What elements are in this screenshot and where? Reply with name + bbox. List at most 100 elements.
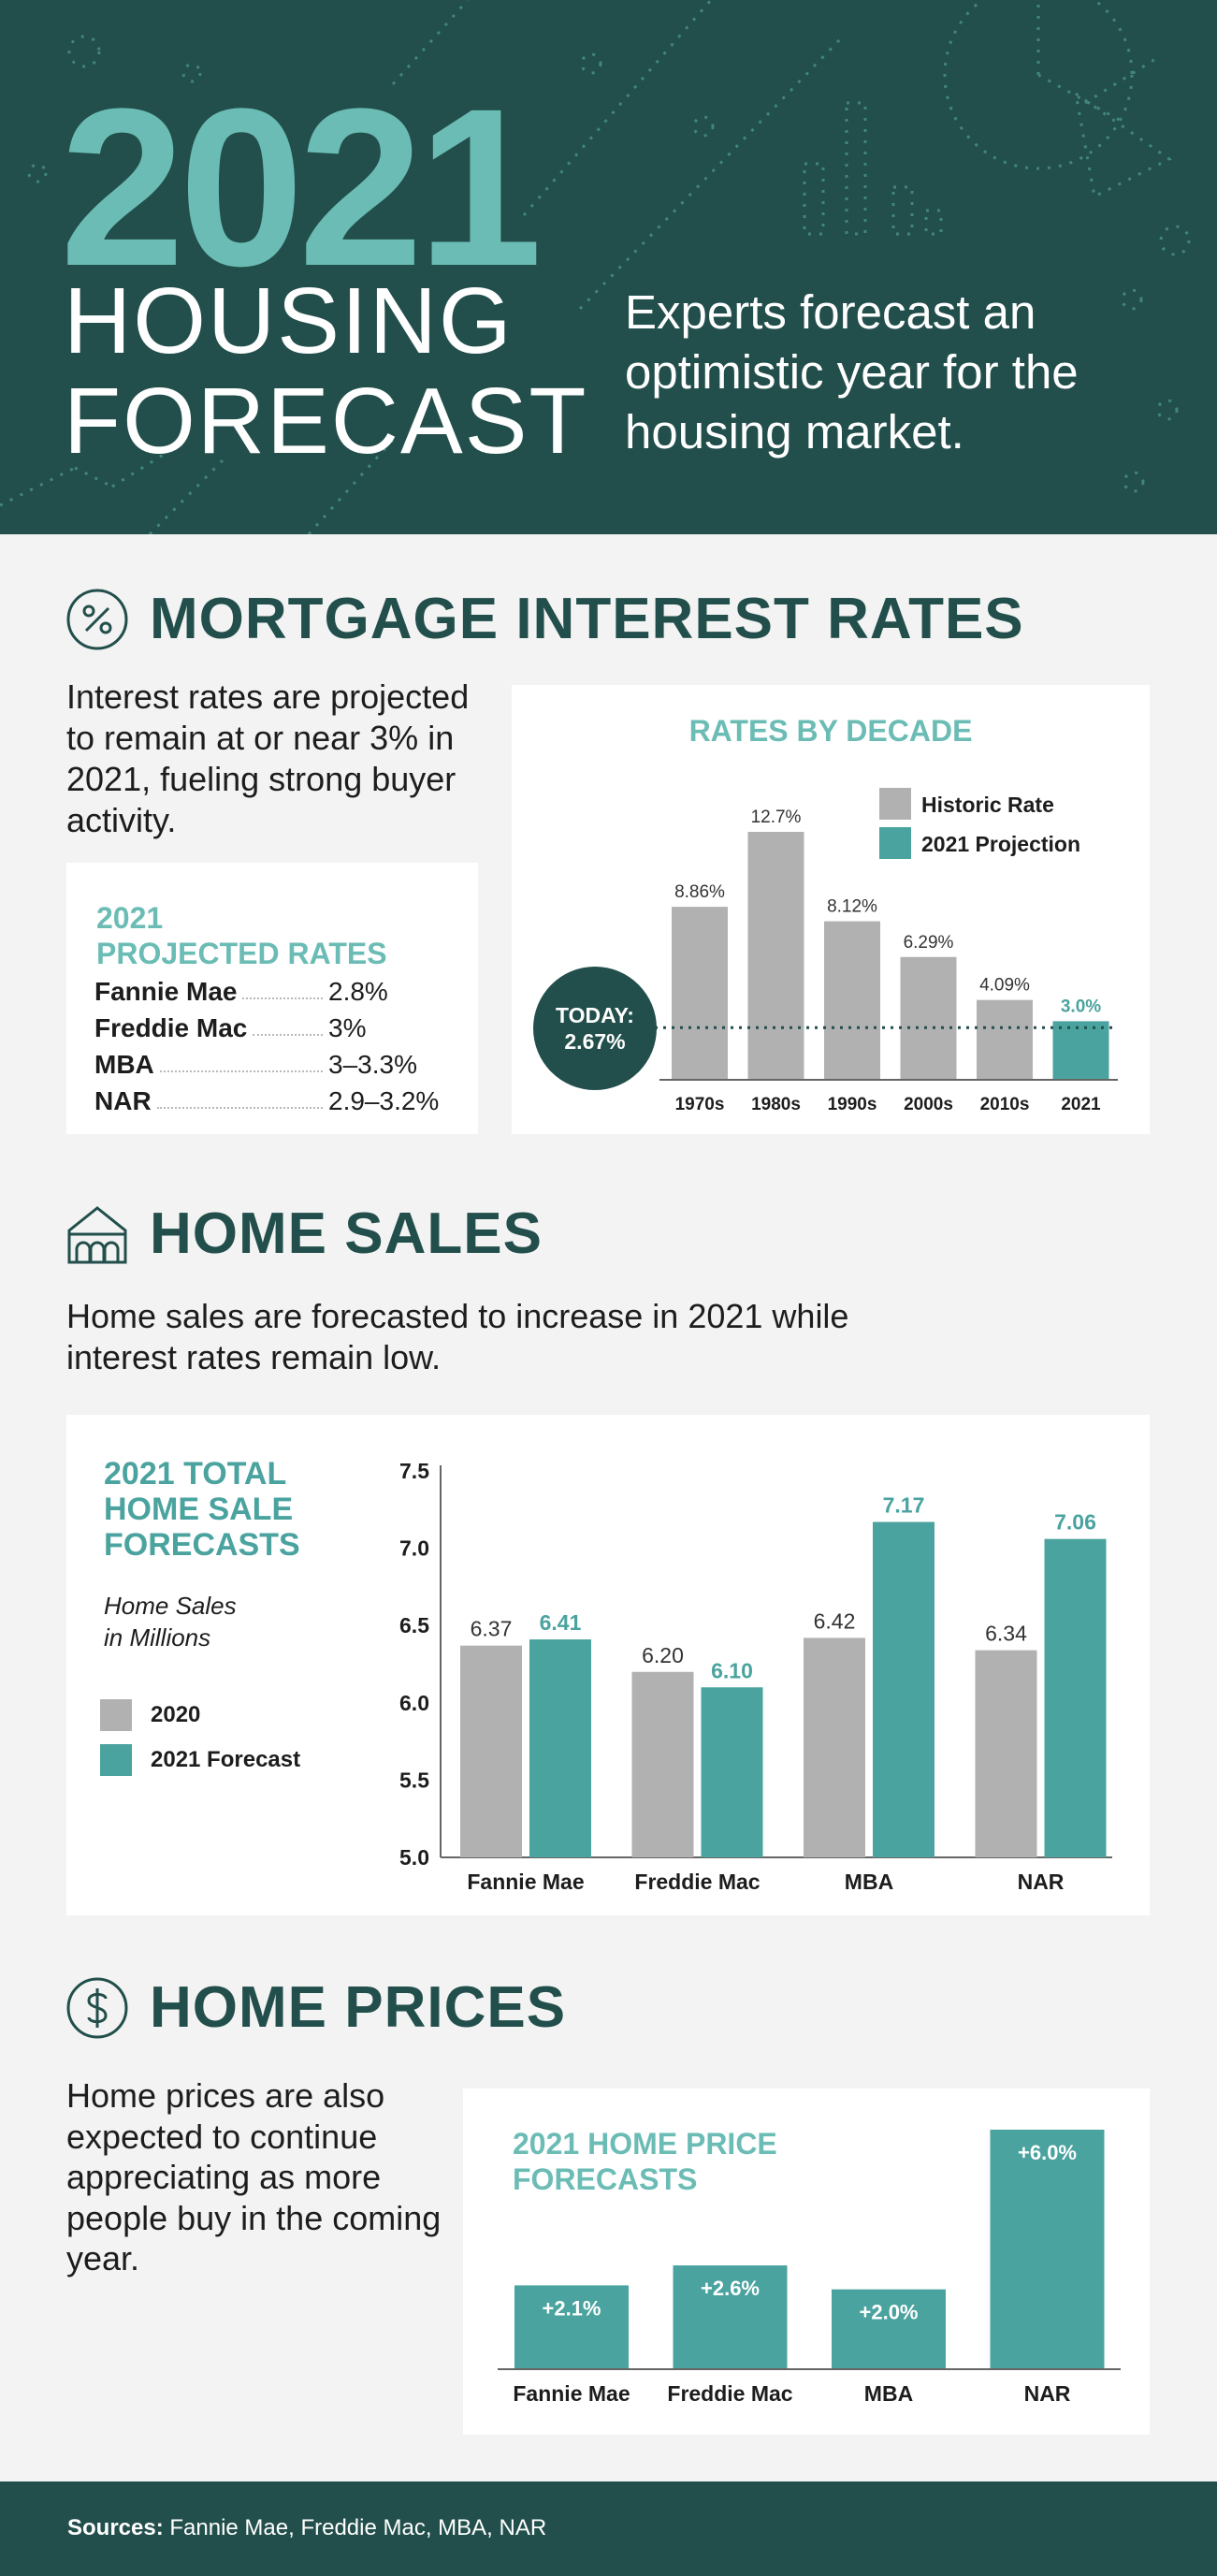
- prices-intro: Home prices are also expected to continu…: [66, 2076, 442, 2278]
- bar-MBA-2021 Forecast: [873, 1521, 934, 1857]
- rate-row: MBA 3–3.3%: [94, 1050, 450, 1080]
- rate-row: Freddie Mac 3%: [94, 1013, 450, 1043]
- today-badge: [533, 967, 657, 1090]
- bar-label: 6.20: [642, 1643, 684, 1667]
- rate-name: Freddie Mac: [94, 1013, 248, 1042]
- bar-label: 6.29%: [904, 933, 954, 953]
- bar-label: 7.06: [1054, 1510, 1096, 1535]
- bar-label: 7.17: [883, 1493, 925, 1518]
- mortgage-heading: MORTGAGE INTEREST RATES: [150, 587, 1024, 651]
- decorative-pattern: [0, 0, 1191, 534]
- sales-section-header: HOME SALES: [65, 1201, 543, 1267]
- sources-label: Sources:: [67, 2515, 164, 2540]
- legend-label: 2020: [151, 1702, 201, 1727]
- hero-year: 2021: [60, 62, 543, 313]
- rate-value: 3–3.3%: [328, 1050, 417, 1079]
- bar-2021: [1052, 1021, 1109, 1080]
- projected-rates-title: 2021 PROJECTED RATES: [96, 900, 387, 972]
- percent-icon: [66, 589, 128, 649]
- bar-label: +2.6%: [701, 2277, 760, 2300]
- y-tick-label: 5.0: [399, 1845, 429, 1870]
- bar-1970s: [672, 907, 728, 1080]
- x-tick-label: Freddie Mac: [667, 2381, 792, 2406]
- rate-name: MBA: [94, 1050, 154, 1079]
- legend-label-historic: Historic Rate: [921, 793, 1054, 817]
- legend-swatch-projection: [879, 827, 911, 859]
- home-sales-unit: Home Sales in Millions: [104, 1591, 237, 1654]
- rate-row: NAR 2.9–3.2%: [94, 1086, 450, 1116]
- footer: Sources: Fannie Mae, Freddie Mac, MBA, N…: [0, 2481, 1217, 2576]
- x-tick-label: NAR: [1018, 1870, 1065, 1894]
- legend-item-2021-forecast: 2021 Forecast: [100, 1744, 300, 1776]
- projected-rates-title-line1: 2021: [96, 901, 164, 935]
- rate-name: Fannie Mae: [94, 977, 238, 1006]
- bar-Freddie Mac: [673, 2265, 788, 2369]
- bar-2000s: [900, 956, 957, 1080]
- bar-Fannie Mae-2021 Forecast: [529, 1639, 591, 1857]
- home-sales-unit-line1: Home Sales: [104, 1592, 237, 1620]
- sales-intro: Home sales are forecasted to increase in…: [66, 1297, 849, 1376]
- rate-leader: [242, 977, 323, 999]
- bar-label: 3.0%: [1061, 997, 1101, 1016]
- rate-name: NAR: [94, 1086, 152, 1115]
- legend-item-2020: 2020: [100, 1699, 200, 1731]
- bar-label: +6.0%: [1018, 2141, 1077, 2164]
- bar-label: +2.1%: [543, 2296, 601, 2320]
- hero-subtitle: Experts forecast an optimistic year for …: [625, 285, 1079, 458]
- bar-label: 4.09%: [979, 976, 1030, 996]
- rate-value: 3%: [328, 1013, 367, 1042]
- bar-1990s: [824, 921, 880, 1080]
- x-tick-label: 2000s: [904, 1095, 953, 1114]
- rates-by-decade-card: RATES BY DECADE Historic Rate 2021 Project…: [512, 685, 1150, 1134]
- bar-label: 6.34: [985, 1622, 1027, 1646]
- home-sales-unit-line2: in Millions: [104, 1623, 211, 1652]
- sales-heading: HOME SALES: [150, 1201, 543, 1266]
- x-tick-label: 2010s: [980, 1095, 1030, 1114]
- chart-title: RATES BY DECADE: [689, 714, 973, 748]
- bar-Fannie Mae-2020: [460, 1645, 522, 1857]
- home-sales-title-line2: HOME SALE: [104, 1492, 294, 1528]
- bar-1980s: [747, 832, 804, 1080]
- today-badge-value: 2.67%: [564, 1029, 625, 1054]
- prices-section-header: HOME PRICES: [65, 1974, 566, 2041]
- x-tick-label: 1990s: [828, 1095, 877, 1114]
- bar-Freddie Mac-2020: [631, 1671, 694, 1857]
- x-tick-label: NAR: [1024, 2381, 1071, 2406]
- bar-MBA-2020: [804, 1637, 865, 1857]
- y-tick-label: 7.0: [399, 1536, 429, 1561]
- today-badge-label: TODAY:: [556, 1003, 634, 1027]
- mortgage-intro: Interest rates are projected to remain a…: [66, 677, 470, 839]
- bar-Fannie Mae: [514, 2285, 629, 2369]
- rates-by-decade-chart: RATES BY DECADE Historic Rate 2021 Project…: [533, 714, 1118, 1114]
- prices-heading: HOME PRICES: [150, 1975, 567, 2040]
- x-tick-label: 1980s: [751, 1095, 801, 1114]
- rate-row: Fannie Mae 2.8%: [94, 977, 450, 1007]
- home-sales-card: 2021 TOTAL HOME SALE FORECASTS Home Sale…: [66, 1415, 1150, 1915]
- bar-label: 12.7%: [751, 808, 802, 827]
- legend-swatch: [100, 1744, 132, 1776]
- bar-label: 8.12%: [827, 897, 877, 917]
- hero-title-line1: HOUSING: [64, 269, 514, 373]
- home-sales-title-line1: 2021 TOTAL: [104, 1456, 287, 1492]
- hero-banner: 2021 HOUSING FORECAST Experts forecast a…: [0, 0, 1217, 534]
- chart-title-line2: FORECASTS: [513, 2162, 697, 2196]
- mortgage-section-header: MORTGAGE INTEREST RATES: [65, 586, 1024, 652]
- x-tick-label: Fannie Mae: [467, 1870, 584, 1894]
- x-tick-label: Freddie Mac: [634, 1870, 760, 1894]
- x-tick-label: 1970s: [675, 1095, 725, 1114]
- legend-swatch: [100, 1699, 132, 1731]
- hero-title-line2: FORECAST: [64, 369, 588, 473]
- bar-Freddie Mac-2021 Forecast: [701, 1687, 763, 1857]
- rate-value: 2.9–3.2%: [328, 1086, 440, 1115]
- bar-2010s: [977, 999, 1033, 1080]
- x-tick-label: MBA: [845, 1870, 893, 1894]
- sources-list: Fannie Mae, Freddie Mac, MBA, NAR: [169, 2515, 547, 2540]
- bar-label: +2.0%: [860, 2301, 919, 2324]
- hero-title: HOUSING FORECAST: [64, 271, 587, 472]
- rate-leader: [159, 1050, 323, 1072]
- bar-MBA: [832, 2289, 946, 2369]
- chart-title-line1: 2021 HOME PRICE: [513, 2127, 777, 2161]
- legend-label-projection: 2021 Projection: [921, 832, 1080, 856]
- projected-rates-card: 2021 PROJECTED RATES Fannie Mae 2.8% Fred…: [66, 863, 478, 1134]
